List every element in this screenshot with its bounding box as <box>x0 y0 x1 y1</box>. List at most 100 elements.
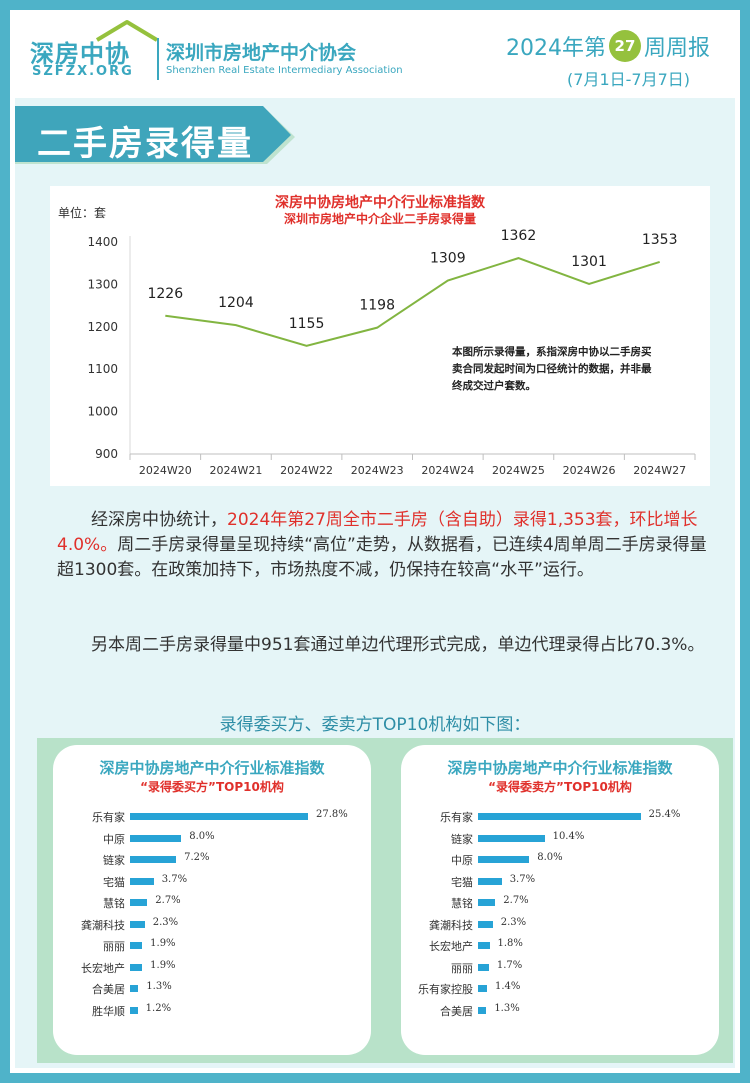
series-line <box>165 257 660 347</box>
seller-bar-value: 2.3% <box>500 916 527 928</box>
seller-top10-subtitle: “录得委卖方”TOP10机构 <box>488 780 632 794</box>
y-tick-label: 1000 <box>87 405 118 419</box>
buyer-bar-row: 宅猫 3.7% <box>53 872 371 892</box>
summary-prefix: 经深房中协统计， <box>91 510 227 530</box>
buyer-bar <box>130 856 177 863</box>
report-title-suffix: 周周报 <box>643 36 710 61</box>
chart-note: 本图所示录得量，系指深房中协以二手房买卖合同发起时间为口径统计的数据，并非最终成… <box>452 346 652 392</box>
line-chart: 900 1000 1100 1200 1300 1400 2024W20 2024W21 202… <box>87 228 696 477</box>
buyer-bar-row: 乐有家 27.8% <box>53 807 371 827</box>
x-tick-label: 2024W26 <box>563 464 616 477</box>
seller-agency-name: 慧铭 <box>451 897 473 910</box>
association-name: 深圳市房地产中介协会 <box>166 42 357 64</box>
buyer-bar <box>130 963 143 971</box>
x-tick-label: 2024W20 <box>139 464 192 477</box>
house-logo-icon <box>95 20 159 42</box>
buyer-bar <box>130 877 154 885</box>
buyer-agency-name: 慧铭 <box>103 897 125 910</box>
buyer-bar-row: 龚潮科技 2.3% <box>53 915 371 935</box>
buyer-bar-value: 1.9% <box>150 938 176 949</box>
content-area: 二手房录得量 900 1000 1100 1200 1300 1400 2024W20 202… <box>15 98 735 1068</box>
x-tick-label: 2024W25 <box>492 464 545 477</box>
buyer-bar-row: 链家 7.2% <box>53 850 371 870</box>
seller-bar-row: 长宏地产 1.8% <box>401 936 719 956</box>
buyer-bar-row: 中原 8.0% <box>53 829 371 849</box>
summary-paragraph: 经深房中协统计，2024年第27周全市二手房（含自助）录得1,353套，环比增长… <box>57 508 707 583</box>
summary-highlight: 2024年第27周全市二手房（含自助）录得1,353套，环比增长4.0%。 <box>57 510 698 555</box>
buyer-bar-row: 胜华顺 1.2% <box>53 1001 371 1021</box>
buyer-bar <box>130 899 148 906</box>
buyer-agency-name: 合美居 <box>92 983 125 996</box>
seller-bar-value: 8.0% <box>537 852 563 863</box>
seller-agency-name: 长宏地产 <box>429 940 473 953</box>
line-chart-card: 900 1000 1100 1200 1300 1400 2024W20 2024W21 202… <box>50 186 710 486</box>
seller-bar <box>478 856 530 863</box>
buyer-bar <box>130 985 139 992</box>
buyer-bar-row: 合美居 1.3% <box>53 979 371 999</box>
seller-bar <box>478 963 489 971</box>
seller-bar-value: 3.7% <box>509 873 536 885</box>
buyer-bar <box>130 834 182 842</box>
buyer-agency-name: 链家 <box>103 854 125 867</box>
buyer-top10-panel: 深房中协房地产中介行业标准指数 “录得委买方”TOP10机构 乐有家 27.8% 中… <box>37 738 385 1063</box>
seller-bar-value: 1.7% <box>496 959 523 971</box>
buyer-agency-name: 长宏地产 <box>81 961 125 975</box>
data-label: 1204 <box>218 295 254 311</box>
buyer-bar-value: 2.3% <box>152 916 179 928</box>
seller-bar-value: 1.8% <box>497 938 523 949</box>
seller-bar <box>478 985 487 992</box>
seller-agency-name: 龚潮科技 <box>429 918 473 932</box>
seller-agency-name: 丽丽 <box>451 961 473 975</box>
report-title-prefix: 2024年第 <box>505 36 606 61</box>
seller-bar-value: 25.4% <box>648 809 681 820</box>
seller-bar-value: 10.4% <box>552 830 585 842</box>
buyer-agency-name: 中原 <box>103 832 125 846</box>
seller-top10-panel: 深房中协房地产中介行业标准指数 “录得委卖方”TOP10机构 乐有家 25.4% 链… <box>385 738 733 1063</box>
buyer-bar-value: 1.3% <box>146 981 172 992</box>
buyer-bar <box>130 920 145 928</box>
summary-rest: 周二手房录得量呈现持续“高位”走势，从数据看，已连续4周单周二手房录得量超130… <box>57 535 707 580</box>
seller-bar <box>478 920 493 928</box>
week-badge: 27 <box>608 30 641 62</box>
association-name-en: Shenzhen Real Estate Intermediary Associ… <box>166 65 403 76</box>
data-label: 1155 <box>289 316 325 332</box>
buyer-bar-row: 长宏地产 1.9% <box>53 958 371 978</box>
buyer-bar <box>130 1006 138 1014</box>
chart-subtitle: 深圳市房地产中介企业二手房录得量 <box>283 212 476 226</box>
report-title: 2024年第 27 周周报 <box>506 30 710 62</box>
seller-bar-value: 2.7% <box>503 895 529 906</box>
buyer-bar-value: 3.7% <box>161 873 188 885</box>
seller-bar-row: 合美居 1.3% <box>401 1001 719 1021</box>
data-label: 1353 <box>642 232 678 248</box>
chart-unit-label: 单位：套 <box>58 206 107 220</box>
data-label: 1309 <box>430 251 466 267</box>
seller-bar <box>478 877 502 885</box>
seller-bar-row: 慧铭 2.7% <box>401 893 719 913</box>
y-tick-label: 900 <box>95 447 118 461</box>
seller-bar <box>478 813 641 820</box>
y-tick-label: 1100 <box>87 362 118 376</box>
buyer-bar <box>130 942 143 949</box>
seller-agency-name: 宅猫 <box>451 875 473 889</box>
seller-top10-card: 深房中协房地产中介行业标准指数 “录得委卖方”TOP10机构 乐有家 25.4% 链… <box>401 745 719 1055</box>
seller-bar-row: 宅猫 3.7% <box>401 872 719 892</box>
seller-agency-name: 链家 <box>451 832 473 846</box>
seller-bar-value: 1.4% <box>494 981 521 992</box>
buyer-top10-card: 深房中协房地产中介行业标准指数 “录得委买方”TOP10机构 乐有家 27.8% 中… <box>53 745 371 1055</box>
x-tick-label: 2024W22 <box>280 464 333 477</box>
buyer-agency-name: 乐有家 <box>92 811 125 824</box>
buyer-top10-title: 深房中协房地产中介行业标准指数 <box>99 759 325 777</box>
seller-bar-row: 丽丽 1.7% <box>401 958 719 978</box>
buyer-bar-value: 1.9% <box>150 959 176 971</box>
seller-bar <box>478 899 496 906</box>
buyer-agency-name: 宅猫 <box>103 875 125 889</box>
buyer-agency-name: 丽丽 <box>103 940 125 953</box>
single-agency-paragraph: 另本周二手房录得量中951套通过单边代理形式完成，单边代理录得占比70.3%。 <box>91 635 705 655</box>
seller-agency-name: 中原 <box>451 854 473 867</box>
y-tick-label: 1300 <box>87 277 118 291</box>
seller-agency-name: 合美居 <box>440 1004 473 1018</box>
header: 深房中协 SZFZX.ORG 深圳市房地产中介协会 Shenzhen Real … <box>10 10 740 92</box>
x-tick-label: 2024W24 <box>421 464 474 477</box>
seller-bar-row: 乐有家控股 1.4% <box>401 979 719 999</box>
logo-url: SZFZX.ORG <box>32 64 134 79</box>
